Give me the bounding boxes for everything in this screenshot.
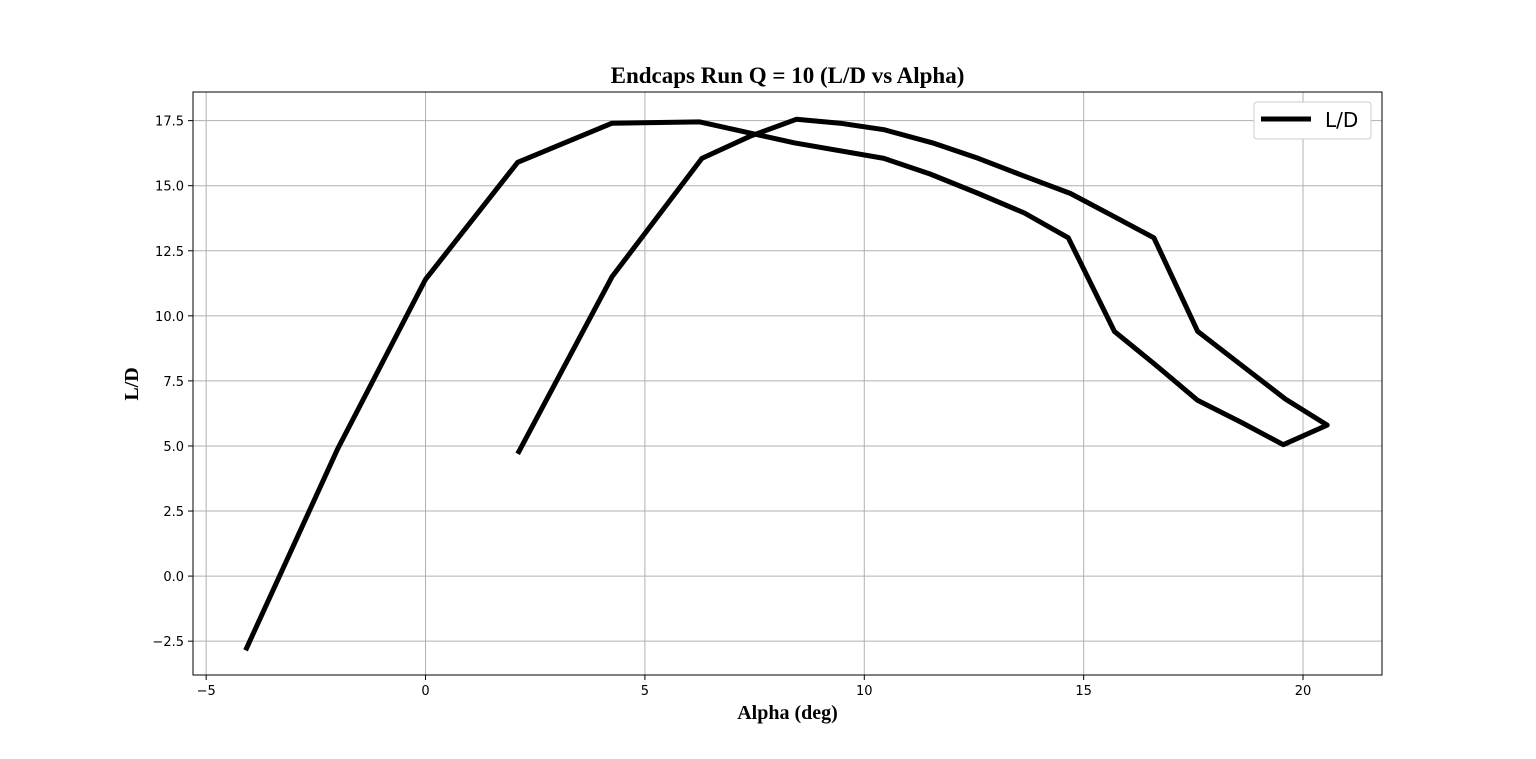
x-tick-label: 5 bbox=[641, 684, 649, 699]
x-tick-label: 15 bbox=[1075, 684, 1092, 699]
series-line-ld bbox=[243, 116, 1330, 652]
legend-box bbox=[1253, 101, 1372, 140]
x-tick-label: 10 bbox=[856, 684, 873, 699]
x-axis-label: Alpha (deg) bbox=[737, 702, 838, 724]
y-tick-label: 0.0 bbox=[163, 570, 184, 585]
y-tick-label: 10.0 bbox=[155, 310, 184, 325]
y-tick-label: 2.5 bbox=[163, 505, 184, 520]
legend-label: L/D bbox=[1325, 108, 1358, 132]
ticks: −5 0 5 10 15 20 −2.5 0.0 2.5 5.0 7.5 10.0 12.5 15.0 17… bbox=[152, 115, 1311, 699]
y-tick-label: 7.5 bbox=[163, 375, 184, 390]
y-tick-label: −2.5 bbox=[152, 635, 184, 650]
plot-frame bbox=[192, 91, 1383, 676]
plot-background bbox=[193, 92, 1382, 675]
series-layer bbox=[243, 116, 1330, 652]
y-tick-label: 12.5 bbox=[155, 245, 184, 260]
x-tick-label: 20 bbox=[1295, 684, 1312, 699]
y-tick-label: 17.5 bbox=[155, 115, 184, 130]
y-tick-label: 15.0 bbox=[155, 180, 184, 195]
y-tick-label: 5.0 bbox=[163, 440, 184, 455]
y-axis-label: L/D bbox=[121, 367, 143, 400]
x-tick-label: 0 bbox=[421, 684, 429, 699]
legend: L/D bbox=[1253, 101, 1372, 140]
chart-title: Endcaps Run Q = 10 (L/D vs Alpha) bbox=[611, 63, 965, 88]
x-tick-label: −5 bbox=[197, 684, 216, 699]
